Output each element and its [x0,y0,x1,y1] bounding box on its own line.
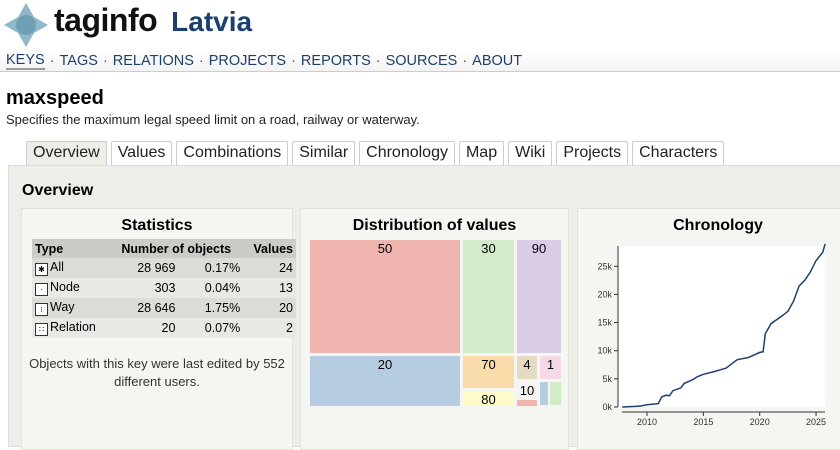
tab-chronology[interactable]: Chronology [359,141,455,166]
type-label: Relation [50,320,96,334]
header-count: Number of objects [109,239,244,258]
treemap-cell-small[interactable] [516,399,538,407]
treemap-cell-small[interactable] [539,381,549,406]
table-row: · Node 303 0.04% 13 [32,278,296,298]
values-count: 20 [243,298,296,318]
nav-separator: · [462,52,468,69]
distribution-heading: Distribution of values [352,217,517,234]
brand-name[interactable]: taginfo [54,2,158,38]
tab-map[interactable]: Map [458,141,505,166]
nav-tags[interactable]: TAGS [59,52,98,69]
type-label: Node [50,280,80,294]
treemap-cell-70[interactable]: 70 [462,355,515,389]
header-type: Type [32,239,110,258]
nav-about[interactable]: ABOUT [472,52,523,69]
treemap-cell-90[interactable]: 90 [516,239,562,354]
main-nav: KEYS · TAGS · RELATIONS · PROJECTS · REPORTS… [0,50,840,72]
tab-combinations[interactable]: Combinations [176,141,289,166]
tab-characters[interactable]: Characters [632,141,725,166]
nav-relations[interactable]: RELATIONS [112,52,194,69]
taginfo-logo-icon [4,3,48,47]
values-count: 24 [243,258,296,278]
nav-sources[interactable]: SOURCES [385,52,458,69]
all-icon: ✱ [35,263,48,276]
values-count: 13 [243,278,296,298]
distribution-panel: Distribution of values 50 30 90 20 70 4 1 10 80 [300,208,569,450]
node-icon: · [35,283,48,296]
nav-projects[interactable]: PROJECTS [208,52,287,69]
editors-note: Objects with this key were last edited b… [29,356,285,389]
nav-separator: · [49,52,55,69]
key-description: Specifies the maximum legal speed limit … [6,112,420,127]
count: 28 969 [109,258,179,278]
way-icon: ⁝ [35,303,48,316]
table-row: ✱ All 28 969 0.17% 24 [32,258,296,278]
statistics-table: Type Number of objects Values ✱ All 28 969 0.… [32,239,296,338]
tab-wiki[interactable]: Wiki [508,141,553,166]
header-values: Values [243,239,296,258]
nav-separator: · [102,52,108,69]
region-name[interactable]: Latvia [171,6,253,37]
percent: 0.17% [178,258,244,278]
tab-similar[interactable]: Similar [292,141,356,166]
chronology-heading: Chronology [673,217,763,234]
overview-section: Overview Statistics Type Number of object… [8,165,840,450]
values-count: 2 [243,318,296,338]
type-label: Way [50,300,75,314]
treemap-cell-80[interactable]: 80 [462,390,515,407]
statistics-heading: Statistics [121,217,193,234]
treemap-cell-20[interactable]: 20 [309,355,461,407]
nav-keys[interactable]: KEYS [6,51,45,70]
tab-overview[interactable]: Overview [26,141,107,166]
treemap-cell-1[interactable]: 1 [539,355,562,380]
relation-icon: ∷ [35,323,48,336]
percent: 1.75% [178,298,244,318]
table-row: ∷ Relation 20 0.07% 2 [32,318,296,338]
treemap-cell-4[interactable]: 4 [516,355,538,380]
nav-reports[interactable]: REPORTS [300,52,371,69]
statistics-panel: Statistics Type Number of objects Values ✱… [21,208,296,450]
count: 303 [109,278,179,298]
count: 28 646 [109,298,179,318]
site-header: taginfo Latvia [54,2,252,39]
treemap-cell-30[interactable]: 30 [462,239,515,354]
nav-separator: · [198,52,204,69]
count: 20 [109,318,179,338]
percent: 0.07% [178,318,244,338]
nav-separator: · [291,52,296,69]
page-title: maxspeed [6,87,104,109]
nav-separator: · [375,52,381,69]
chronology-panel: Chronology [577,208,840,450]
type-label: All [50,260,64,274]
table-row: ⁝ Way 28 646 1.75% 20 [32,298,296,318]
tab-bar: Overview Values Combinations Similar Chr… [26,141,725,166]
treemap-cell-small[interactable] [549,381,562,406]
overview-heading: Overview [22,182,94,199]
tab-values[interactable]: Values [110,141,173,166]
percent: 0.04% [178,278,244,298]
treemap-cell-10[interactable]: 10 [516,381,538,399]
tab-projects[interactable]: Projects [556,141,629,166]
treemap-cell-50[interactable]: 50 [309,239,461,354]
